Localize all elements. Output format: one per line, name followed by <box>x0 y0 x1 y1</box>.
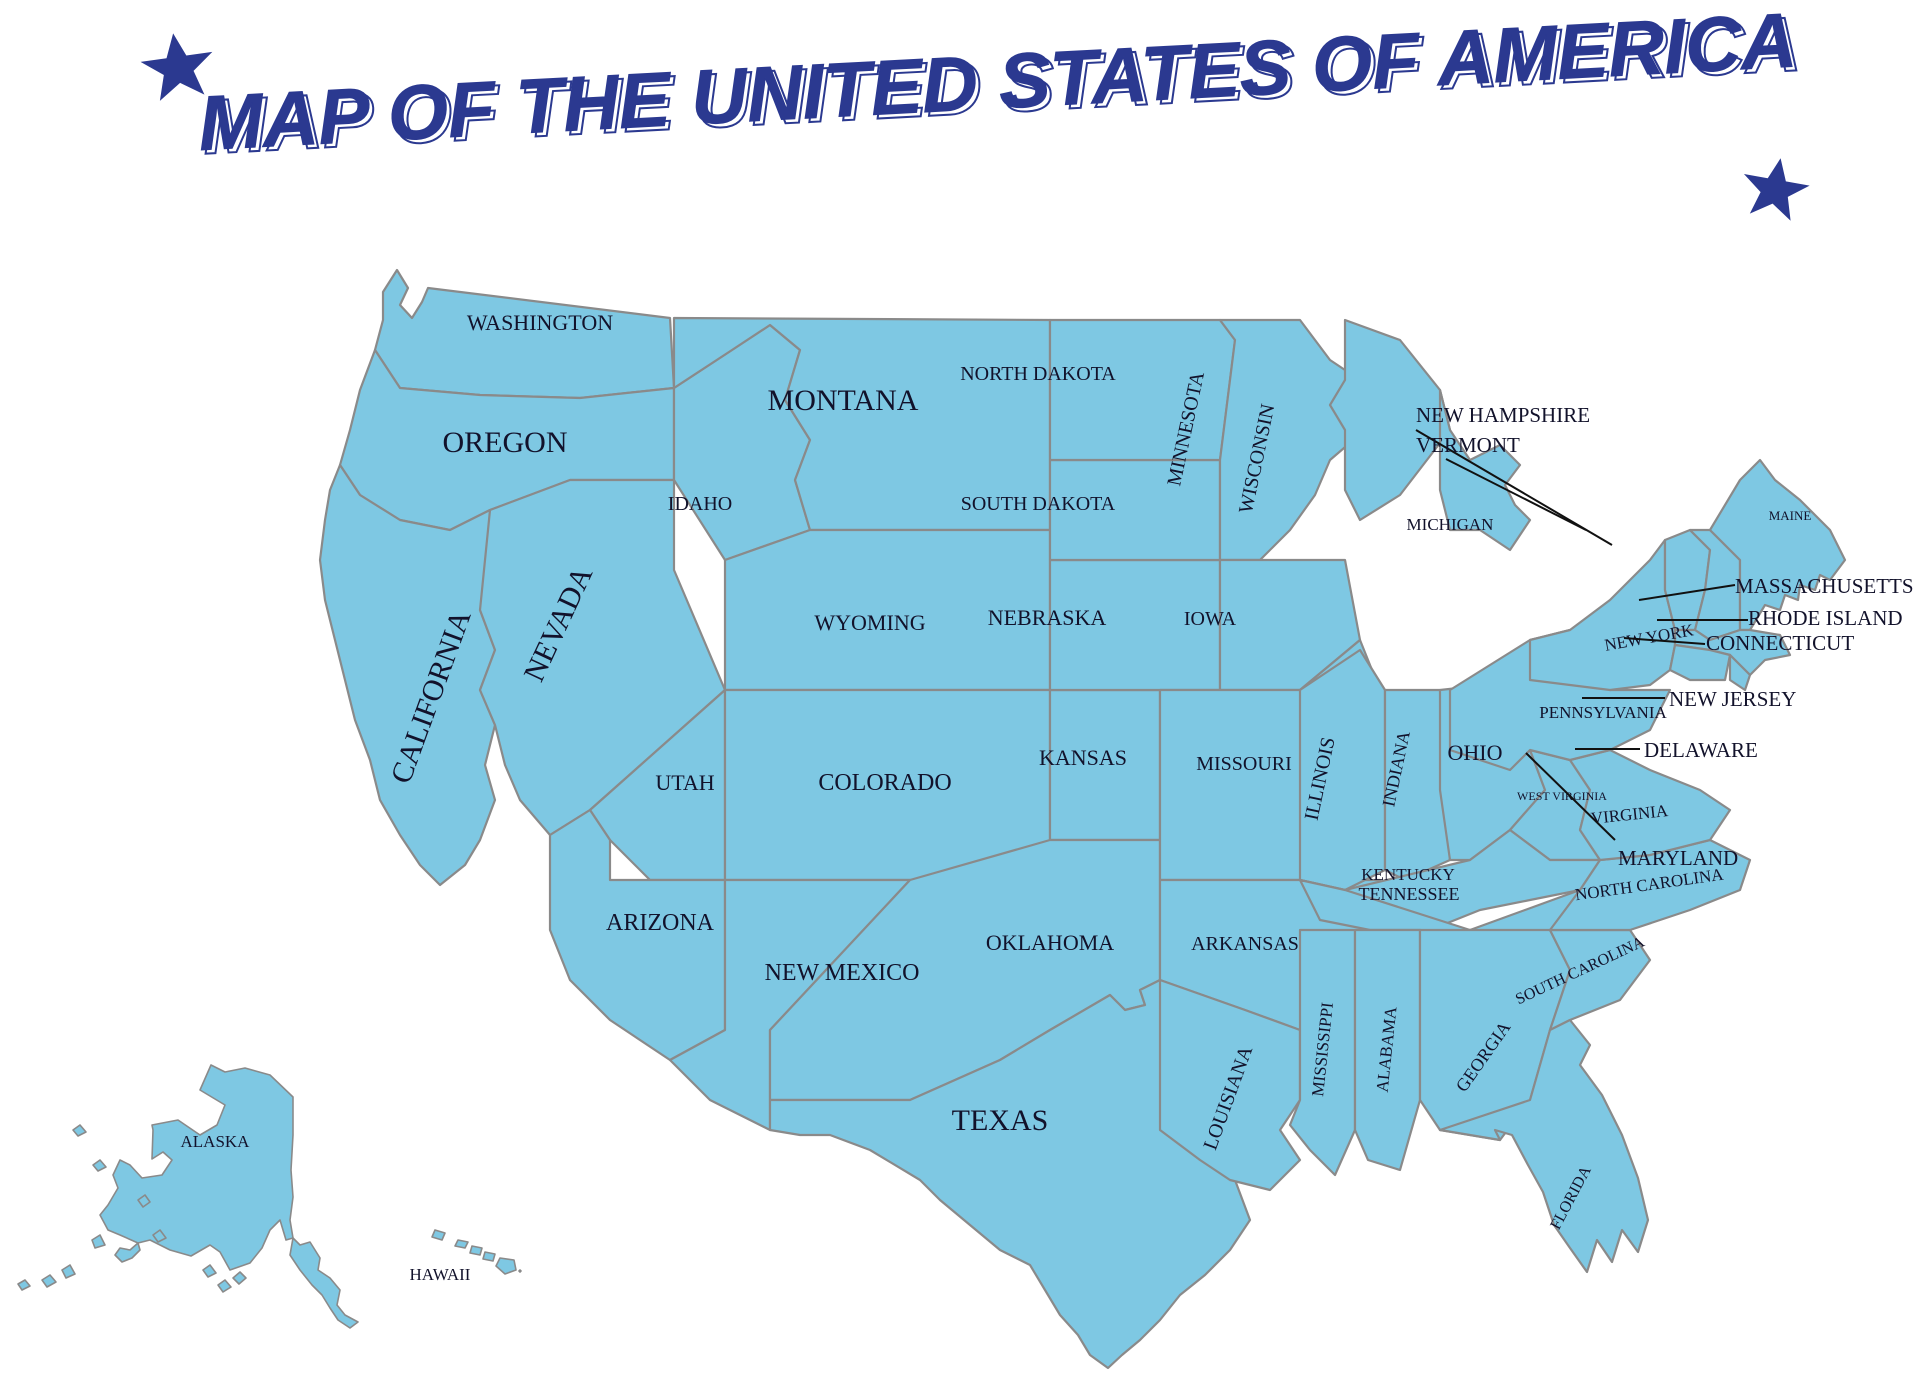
svg-text:NEW JERSEY: NEW JERSEY <box>1669 687 1796 711</box>
svg-text:NEW HAMPSHIRE: NEW HAMPSHIRE <box>1416 403 1590 427</box>
svg-text:MASSACHUSETTS: MASSACHUSETTS <box>1735 574 1914 598</box>
svg-text:RHODE ISLAND: RHODE ISLAND <box>1748 606 1903 630</box>
svg-text:VERMONT: VERMONT <box>1416 433 1520 457</box>
svg-text:MARYLAND: MARYLAND <box>1618 846 1738 870</box>
svg-text:CONNECTICUT: CONNECTICUT <box>1706 631 1854 655</box>
svg-text:DELAWARE: DELAWARE <box>1644 738 1758 762</box>
